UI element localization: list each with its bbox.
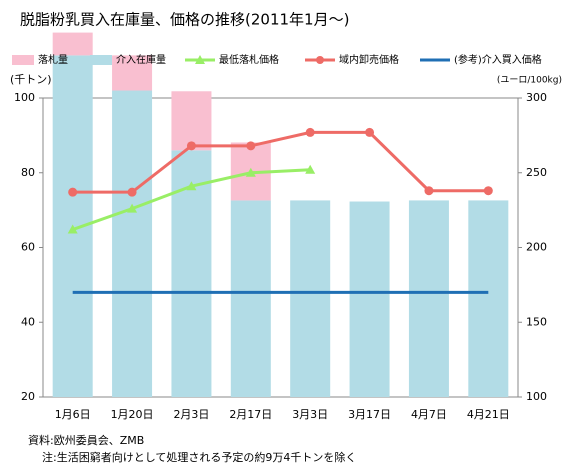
marker (365, 127, 375, 137)
marker (127, 187, 137, 197)
y2-tick-label: 200 (526, 241, 547, 254)
y2-axis-label: (ユーロ/100kg) (497, 76, 562, 86)
marker (67, 224, 78, 234)
x-tick-label: 1月20日 (111, 408, 154, 421)
marker (245, 167, 256, 177)
marker (186, 181, 197, 191)
x-tick-label: 4月21日 (467, 408, 510, 421)
note: 注:生活困窮者向けとして処理される予定の約9万4千トンを除く (42, 450, 356, 464)
y2-tick-label: 100 (526, 390, 547, 403)
marker (127, 203, 138, 213)
marker (246, 141, 256, 151)
line (72, 130, 489, 194)
y-tick-label: 60 (21, 241, 35, 254)
y2-tick-label: 250 (526, 166, 547, 179)
bar (112, 55, 153, 91)
y2-tick-label: 150 (526, 315, 547, 328)
legend-label: 落札量 (38, 53, 68, 66)
x-tick-label: 2月17日 (229, 408, 272, 421)
x-tick-label: 3月3日 (292, 408, 328, 421)
marker (483, 186, 493, 196)
marker (68, 187, 78, 197)
bar (468, 200, 509, 397)
marker (186, 141, 196, 151)
x-tick-label: 1月6日 (55, 408, 91, 421)
marker (305, 164, 316, 174)
y-axis-label: (千トン) (10, 73, 52, 86)
y-tick-label: 80 (21, 166, 35, 179)
x-tick-label: 2月3日 (173, 408, 209, 421)
x-tick-label: 4月7日 (411, 408, 447, 421)
chart-title: 脱脂粉乳買入在庫量、価格の推移(2011年1月〜) (20, 11, 349, 29)
legend-swatch (12, 55, 34, 65)
legend-swatch (90, 55, 112, 65)
y2-tick-label: 300 (526, 91, 547, 104)
y-tick-label: 20 (21, 390, 35, 403)
legend-label: 域内卸売価格 (339, 53, 399, 66)
bar (408, 200, 449, 397)
legend-marker (316, 56, 324, 64)
bar (290, 200, 331, 397)
legend-label: 介入在庫量 (116, 53, 166, 66)
marker (424, 186, 434, 196)
x-tick-label: 3月17日 (348, 408, 391, 421)
marker (305, 127, 315, 137)
bar (171, 91, 212, 151)
y-tick-label: 100 (14, 91, 35, 104)
legend-label: 最低落札価格 (219, 53, 279, 66)
bar (112, 90, 153, 398)
bar (349, 201, 390, 397)
legend-label: (参考)介入買入価格 (454, 53, 542, 66)
legend-marker (195, 55, 205, 64)
bar (52, 32, 93, 56)
bar (230, 200, 271, 397)
y-tick-label: 40 (21, 315, 35, 328)
source: 資料:欧州委員会、ZMB (28, 433, 144, 447)
